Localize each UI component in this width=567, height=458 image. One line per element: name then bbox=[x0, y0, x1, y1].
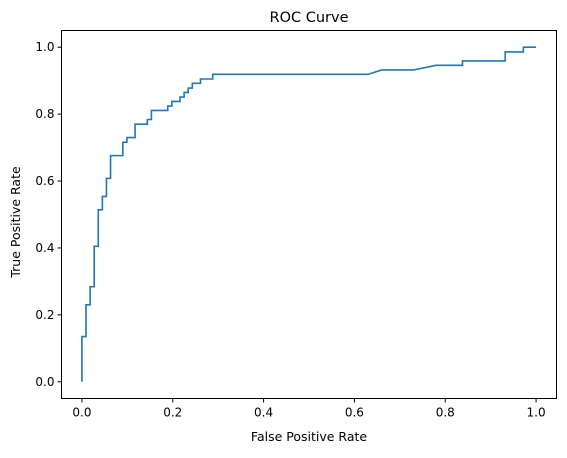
tick-layer: 0.0 0.2 0.4 0.6 0.8 1.0 0.0 0.2 0.4 0.6 0.8 1.0 bbox=[35, 40, 545, 419]
y-tick-label: 0.2 bbox=[35, 308, 54, 322]
x-tick-label: 0.6 bbox=[345, 406, 364, 420]
x-axis-label: False Positive Rate bbox=[251, 429, 367, 444]
y-tick-label: 0.6 bbox=[35, 174, 54, 188]
x-tick-label: 0.8 bbox=[436, 406, 455, 420]
y-tick-label: 1.0 bbox=[35, 40, 54, 54]
y-tick-label: 0.4 bbox=[35, 241, 54, 255]
x-tick-label: 1.0 bbox=[527, 406, 546, 420]
y-tick-label: 0.0 bbox=[35, 375, 54, 389]
y-axis-label: True Positive Rate bbox=[8, 166, 23, 279]
y-tick-label: 0.8 bbox=[35, 107, 54, 121]
series-layer bbox=[81, 46, 537, 382]
roc-curve-line bbox=[81, 46, 537, 382]
chart-title: ROC Curve bbox=[270, 10, 349, 26]
x-tick-label: 0.4 bbox=[254, 406, 273, 420]
x-tick-label: 0.0 bbox=[72, 406, 91, 420]
plot-frame bbox=[61, 30, 557, 399]
x-tick-label: 0.2 bbox=[163, 406, 182, 420]
